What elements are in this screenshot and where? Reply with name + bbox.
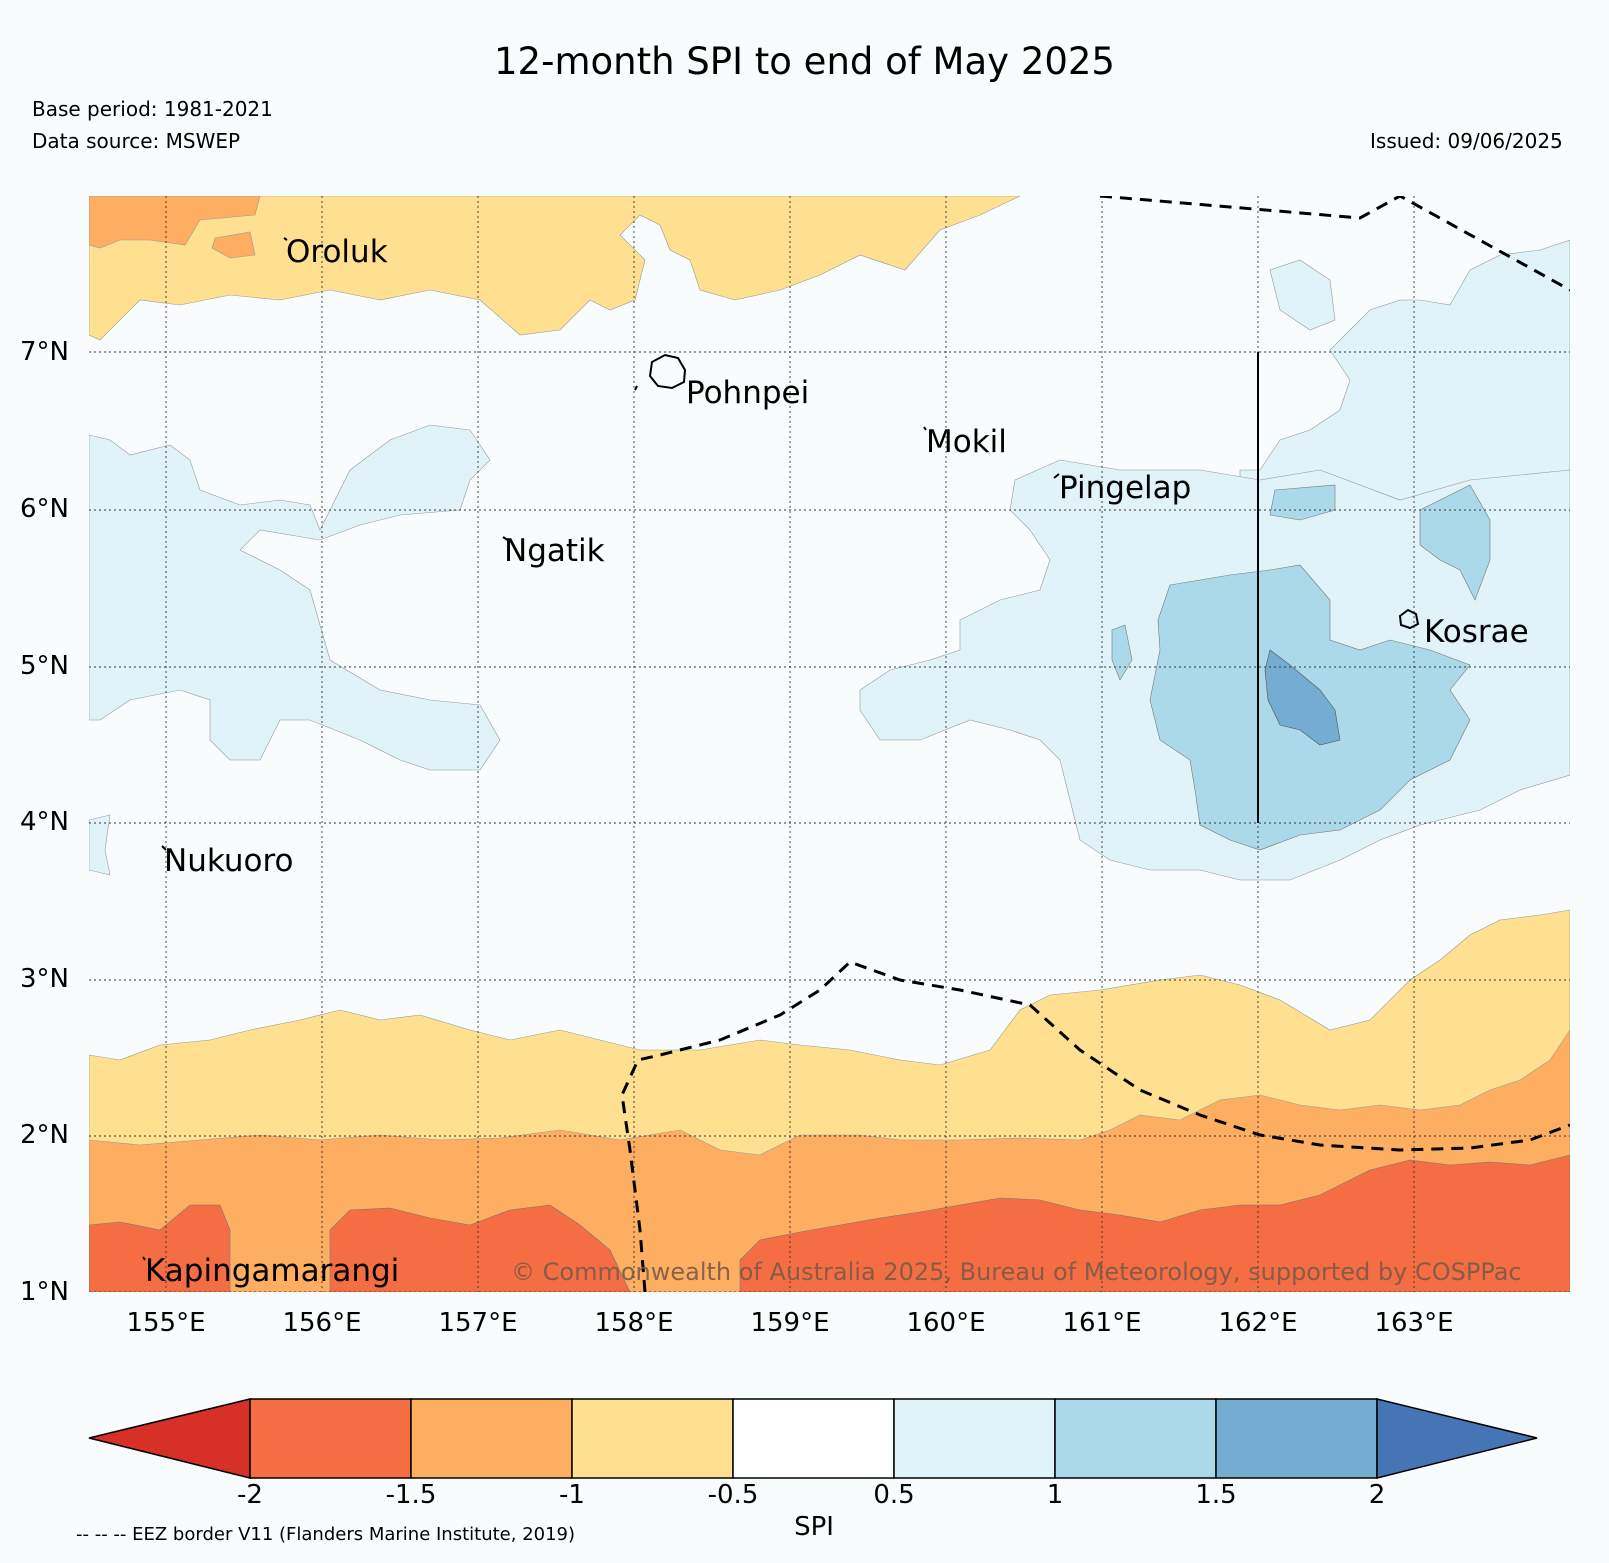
- east-wet-patch-2: [1419, 484, 1491, 601]
- place-label-oroluk: Oroluk: [286, 234, 388, 270]
- colorbar-tick: 2: [1368, 1480, 1386, 1510]
- place-label-pohnpei: Pohnpei: [686, 375, 810, 411]
- data-source: Data source: MSWEP: [32, 129, 241, 153]
- map-title: 12-month SPI to end of May 2025: [494, 40, 1115, 83]
- lat-label-6n: 6°N: [20, 494, 69, 524]
- lon-label-156e: 156°E: [282, 1308, 362, 1338]
- atoll-markers: [142, 237, 1060, 1261]
- east-very-wet-core: [1264, 649, 1341, 746]
- colorbar-extend-low: [88, 1398, 251, 1479]
- lat-label-5n: 5°N: [20, 651, 69, 681]
- north-west-dry-patch-2: [211, 231, 256, 259]
- place-label-pingelap: Pingelap: [1059, 470, 1192, 506]
- lon-label-162e: 162°E: [1218, 1308, 1298, 1338]
- lat-label-7n: 7°N: [20, 337, 69, 367]
- copyright-notice: © Commonwealth of Australia 2025, Bureau…: [511, 1258, 1522, 1286]
- colorbar-extend-high: [1376, 1398, 1538, 1479]
- eez-legend-note: -- -- -- EEZ border V11 (Flanders Marine…: [76, 1524, 576, 1545]
- north-east-wet-patch: [1269, 259, 1336, 331]
- eez-border: [620, 196, 1570, 1292]
- lat-label-1n: 1°N: [20, 1277, 69, 1307]
- lon-label-163e: 163°E: [1374, 1308, 1454, 1338]
- colorbar-tick: 0.5: [873, 1480, 915, 1510]
- place-label-mokil: Mokil: [926, 424, 1007, 460]
- place-label-ngatik: Ngatik: [504, 533, 605, 569]
- colorbar-tick: -1.5: [385, 1480, 437, 1510]
- colorbar-tick: -0.5: [707, 1480, 759, 1510]
- west-wet-area: [89, 424, 501, 771]
- issued-date: Issued: 09/06/2025: [1370, 129, 1563, 153]
- lon-label-158e: 158°E: [594, 1308, 674, 1338]
- lon-label-159e: 159°E: [750, 1308, 830, 1338]
- colorbar-tick: 1: [1046, 1480, 1064, 1510]
- place-label-kapingamarangi: Kapingamarangi: [145, 1253, 400, 1289]
- east-wet-patch-3: [1111, 624, 1133, 681]
- lon-label-161e: 161°E: [1062, 1308, 1142, 1338]
- south-severe-dry-east: [739, 1154, 1570, 1292]
- pohnpei-island-outline: [648, 353, 687, 390]
- colorbar-tick: -1: [559, 1480, 585, 1510]
- south-severe-dry-central: [329, 1204, 631, 1292]
- spi-field: [89, 196, 1570, 1292]
- kosrae-island-outline: [1398, 608, 1420, 630]
- north-west-dry-patch: [89, 196, 261, 249]
- place-label-kosrae: Kosrae: [1424, 614, 1529, 650]
- colorbar-tick: -2: [237, 1480, 263, 1510]
- south-severe-dry-west: [89, 1204, 231, 1292]
- place-label-nukuoro: Nukuoro: [164, 843, 294, 879]
- lon-label-160e: 160°E: [906, 1308, 986, 1338]
- east-wet-patch-1: [1269, 484, 1336, 521]
- colorbar-label: SPI: [794, 1512, 834, 1542]
- lon-label-157e: 157°E: [438, 1308, 518, 1338]
- west-wet-patch: [89, 814, 111, 876]
- lat-label-3n: 3°N: [20, 964, 69, 994]
- lat-label-4n: 4°N: [20, 807, 69, 837]
- colorbar: [88, 1398, 1538, 1479]
- lon-label-155e: 155°E: [126, 1308, 206, 1338]
- base-period: Base period: 1981-2021: [32, 97, 273, 121]
- colorbar-tick: 1.5: [1195, 1480, 1237, 1510]
- lat-label-2n: 2°N: [20, 1120, 69, 1150]
- graticule: [89, 196, 1570, 1292]
